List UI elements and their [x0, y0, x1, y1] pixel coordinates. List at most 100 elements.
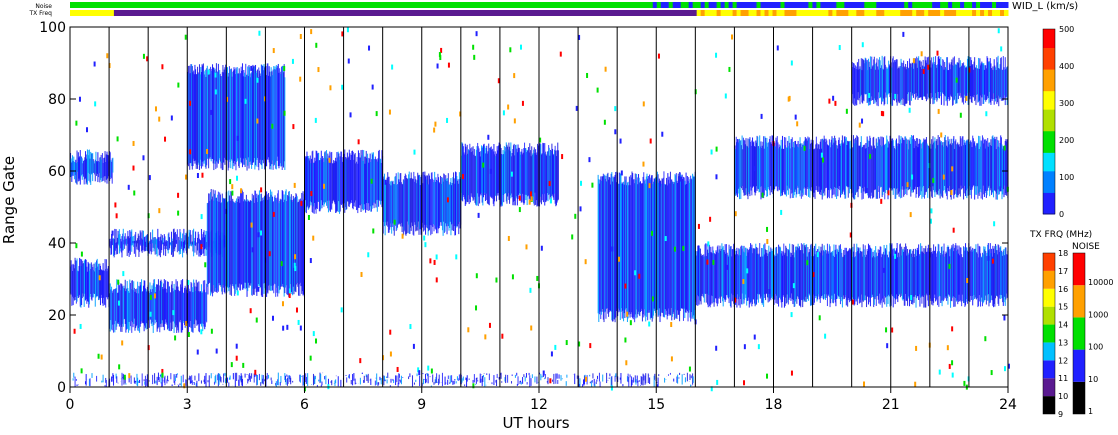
- data-cell: [79, 323, 82, 329]
- data-cell: [497, 150, 499, 196]
- data-cell: [780, 145, 782, 197]
- data-cell: [388, 176, 390, 233]
- txfreq-bar-segment: [401, 10, 406, 16]
- data-cell: [325, 375, 327, 385]
- data-cell: [962, 257, 964, 302]
- noise-bar-segment: [936, 2, 941, 8]
- data-cell: [176, 286, 178, 333]
- data-cell: [171, 281, 173, 330]
- data-cell: [676, 376, 678, 383]
- data-cell: [901, 143, 903, 198]
- data-cell: [332, 163, 334, 202]
- data-cell: [879, 246, 881, 305]
- data-cell: [202, 237, 204, 248]
- txfreq-bar-segment: [916, 10, 921, 16]
- data-cell: [449, 382, 451, 384]
- data-cell: [548, 181, 551, 187]
- data-cell: [988, 142, 990, 186]
- data-cell: [998, 251, 1000, 299]
- data-cell: [80, 368, 83, 374]
- data-cell: [715, 52, 718, 58]
- data-cell: [513, 143, 515, 206]
- txfreq-bar-segment: [97, 10, 103, 16]
- data-cell: [492, 148, 494, 199]
- noise-bar-segment: [249, 2, 255, 8]
- data-cell: [536, 376, 538, 384]
- txfreq-bar-segment: [125, 10, 131, 16]
- data-cell: [488, 373, 490, 381]
- data-cell: [173, 228, 175, 249]
- data-cell: [615, 373, 617, 378]
- data-cell: [999, 186, 1002, 192]
- noise-bar-segment: [744, 2, 750, 8]
- data-cell: [595, 381, 597, 385]
- txfreq-bar-segment: [101, 10, 107, 16]
- data-cell: [869, 66, 871, 106]
- data-cell: [791, 139, 793, 194]
- data-cell: [774, 146, 776, 187]
- data-cell: [850, 248, 852, 301]
- data-cell: [964, 65, 966, 98]
- data-cell: [946, 345, 949, 351]
- data-cell: [382, 178, 384, 234]
- data-cell: [769, 251, 771, 299]
- data-cell: [1004, 255, 1006, 297]
- data-cell: [160, 373, 162, 384]
- data-cell: [333, 160, 335, 200]
- data-cell: [79, 150, 81, 185]
- noise-bar-segment: [317, 2, 322, 8]
- data-cell: [260, 187, 263, 193]
- data-cell: [154, 279, 156, 320]
- txfreq-bar-segment: [269, 10, 275, 16]
- data-cell: [291, 58, 294, 64]
- data-cell: [99, 157, 101, 183]
- data-cell: [87, 150, 89, 173]
- data-cell: [814, 148, 816, 199]
- noise-bar-segment: [688, 2, 694, 8]
- data-cell: [787, 146, 789, 195]
- data-cell: [462, 146, 464, 196]
- data-cell: [159, 280, 161, 324]
- data-cell: [128, 292, 130, 322]
- data-cell: [507, 374, 509, 383]
- data-cell: [797, 140, 799, 188]
- data-cell: [933, 250, 935, 299]
- data-cell: [827, 251, 829, 296]
- data-cell: [841, 135, 843, 194]
- data-cell: [884, 248, 886, 298]
- data-cell: [919, 254, 921, 307]
- data-cell: [910, 143, 912, 197]
- data-cell: [472, 146, 474, 201]
- data-cell: [321, 159, 323, 209]
- data-cell: [907, 61, 909, 95]
- data-cell: [637, 380, 639, 387]
- data-cell: [85, 259, 87, 300]
- data-cell: [757, 344, 760, 350]
- data-cell: [869, 245, 871, 303]
- data-cell: [757, 136, 759, 189]
- data-cell: [277, 63, 279, 167]
- data-cell: [98, 269, 100, 300]
- data-cell: [283, 110, 286, 116]
- data-cell: [365, 374, 367, 378]
- data-cell: [271, 315, 274, 321]
- data-cell: [931, 64, 933, 98]
- data-cell: [944, 135, 946, 194]
- data-cell: [865, 148, 868, 189]
- data-cell: [803, 145, 806, 151]
- data-cell: [232, 71, 234, 170]
- data-cell: [206, 148, 209, 154]
- noise-bar-segment: [668, 2, 674, 8]
- txfreq-bar-segment: [105, 10, 111, 16]
- data-cell: [908, 67, 910, 93]
- data-cell: [256, 77, 259, 83]
- data-cell: [413, 171, 415, 236]
- data-cell: [669, 183, 671, 316]
- data-cell: [991, 145, 993, 195]
- data-cell: [956, 62, 958, 104]
- data-cell: [547, 151, 549, 202]
- data-cell: [961, 146, 963, 190]
- data-cell: [798, 144, 800, 194]
- txfreq-bar-segment: [832, 10, 837, 16]
- y-axis-title: Range Gate: [0, 156, 18, 244]
